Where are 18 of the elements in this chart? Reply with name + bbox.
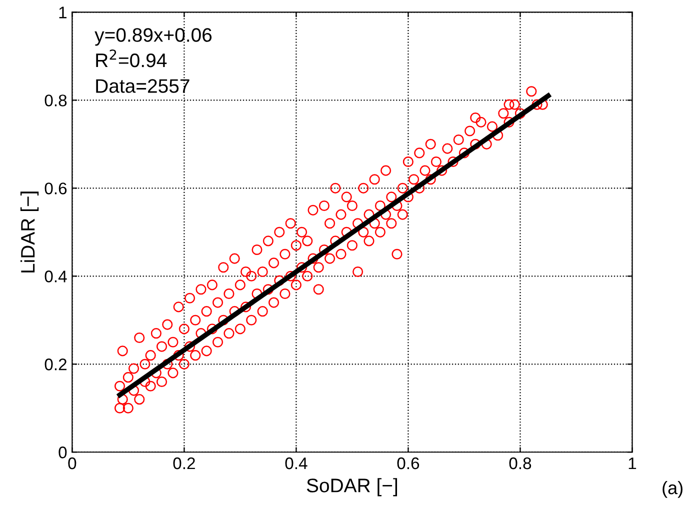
y-tick-label: 0.8: [44, 94, 67, 106]
annotation: Data=2557: [96, 79, 190, 93]
y-tick-label: 0: [58, 446, 67, 458]
text: (a): [662, 481, 682, 498]
annotation: R$^{2}$=0.94: [96, 50, 167, 68]
x-axis-title: SoDAR [−]: [306, 478, 398, 496]
annotation: y=0.89x+0.06: [94, 28, 212, 46]
x-tick-label: 0.8: [509, 457, 532, 470]
x-tick-label: 0.4: [285, 457, 308, 470]
x-tick-label: 0.6: [397, 457, 420, 470]
x-tick-label: 0.2: [173, 457, 195, 470]
y-tick-label: 0.2: [44, 358, 66, 370]
x-tick-label: 0: [68, 457, 76, 470]
y-tick-label: 1: [59, 6, 66, 18]
y-tick-label: 0.6: [44, 182, 67, 194]
x-tick-label: 1: [628, 458, 636, 470]
y-tick-label: 0.4: [44, 270, 67, 282]
y-axis-title: LiDAR [−]: [20, 192, 39, 272]
